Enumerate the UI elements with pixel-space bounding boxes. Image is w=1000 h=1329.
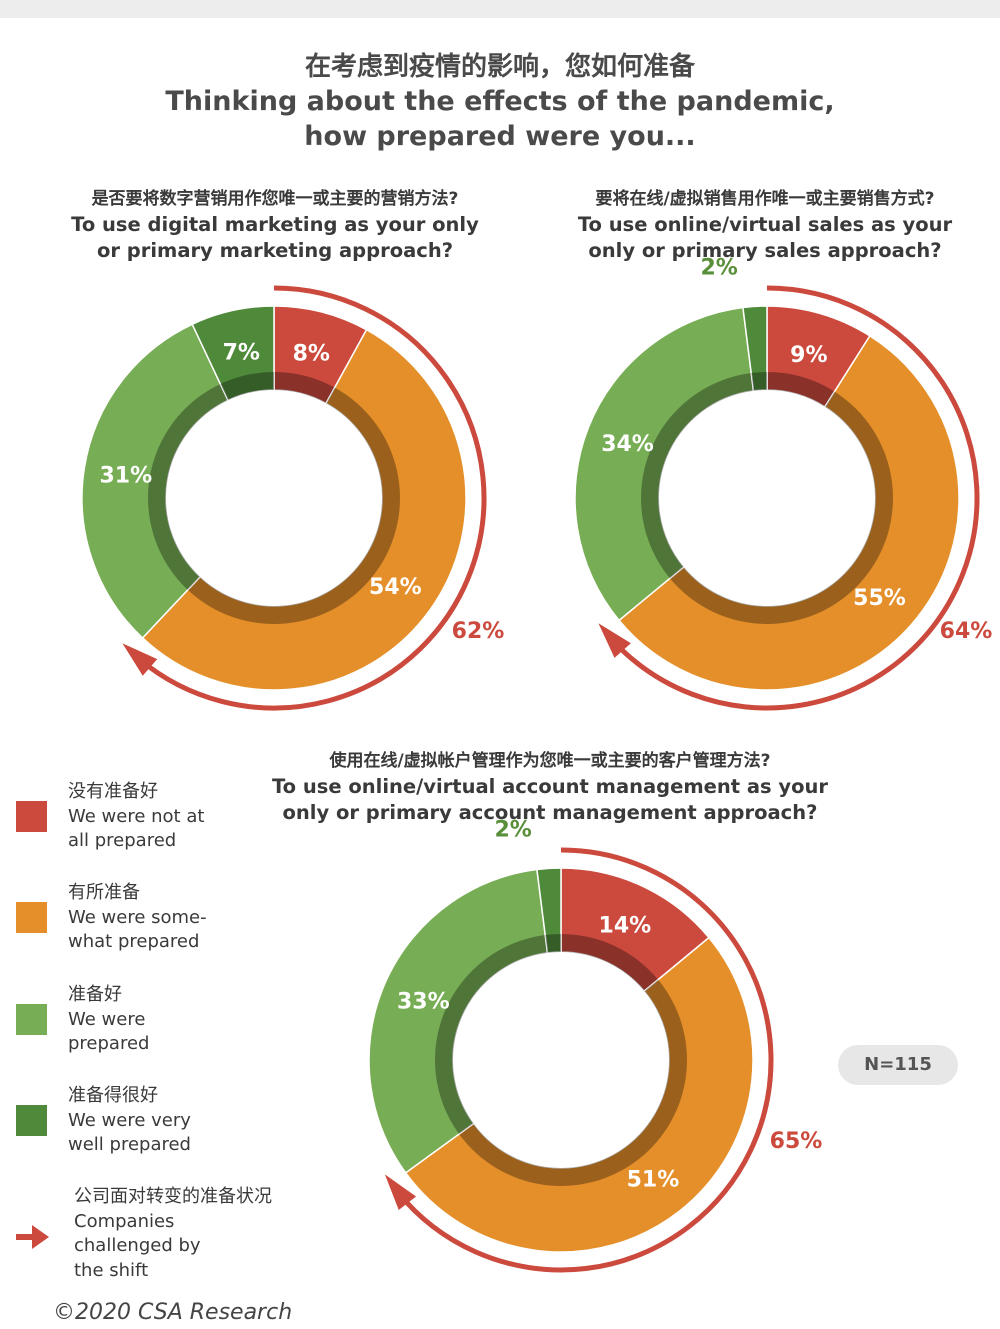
legend-en: well prepared xyxy=(68,1134,191,1155)
chart1-slice-prepared xyxy=(81,323,230,640)
legend-text-very-well: 准备得很好 We were very well prepared xyxy=(68,1084,191,1158)
chart3-label-not-prepared: 14% xyxy=(599,913,652,938)
legend-en: what prepared xyxy=(68,931,200,952)
chart1-label-somewhat: 54% xyxy=(369,575,422,600)
legend-swatch-prepared xyxy=(16,1004,47,1035)
chart1-slice-somewhat xyxy=(141,328,467,691)
chart1-question-en1: To use digital marketing as your only xyxy=(71,213,479,236)
chart3-inner-band-prepared xyxy=(435,934,548,1135)
chart1-inner-band-not-prepared xyxy=(274,372,335,404)
legend-en: We were some- xyxy=(68,906,207,928)
chart3-slice-very-well xyxy=(536,867,562,954)
chart3-inner-band-not-prepared xyxy=(561,934,659,992)
legend-en: Companies xyxy=(74,1210,175,1232)
legend-en: all prepared xyxy=(68,830,177,851)
chart3-slice-somewhat xyxy=(404,936,754,1253)
legend-zh: 有所准备 xyxy=(68,882,140,903)
legend-zh: 准备好 xyxy=(68,984,122,1005)
chart2-challenged-arrowhead xyxy=(598,623,631,658)
legend-zh: 准备得很好 xyxy=(68,1085,158,1106)
chart2-inner-band-very-well xyxy=(751,372,767,391)
legend-swatch-not-prepared xyxy=(16,801,47,832)
chart2-challenged-arc xyxy=(610,285,980,711)
chart3-inner-band-somewhat xyxy=(459,979,688,1187)
legend-swatch-somewhat xyxy=(16,902,47,933)
chart2-slice-somewhat xyxy=(618,334,960,691)
chart1-inner-band-very-well xyxy=(220,372,274,401)
chart3-label-somewhat: 51% xyxy=(627,1168,680,1193)
chart1-question: 是否要将数字营销用作您唯一或主要的营销方法? To use digital ma… xyxy=(20,186,530,264)
chart2-question-en2: only or primary sales approach? xyxy=(588,239,942,262)
chart2-inner-band-not-prepared xyxy=(767,372,835,407)
legend-text-prepared: 准备好 We were prepared xyxy=(68,983,149,1057)
chart3-label-very-well: 2% xyxy=(495,817,532,842)
chart1-inner-band-somewhat xyxy=(187,387,400,624)
chart2-label-somewhat: 55% xyxy=(853,586,906,611)
legend-swatch-very-well xyxy=(16,1105,47,1136)
chart2-question-zh: 要将在线/虚拟销售用作唯一或主要销售方式? xyxy=(595,189,935,209)
chart3-challenged-arrowhead xyxy=(384,1174,417,1210)
chart1-inner-band-prepared xyxy=(148,383,229,590)
chart2-slice-prepared xyxy=(574,306,755,622)
chart3-label-prepared: 33% xyxy=(397,989,450,1014)
chart1-label-prepared: 31% xyxy=(100,464,153,489)
chart3-challenged-total: 65% xyxy=(770,1129,823,1154)
legend-en: the shift xyxy=(74,1259,149,1281)
legend-text-not-prepared: 没有准备好 We were not at all prepared xyxy=(68,780,204,854)
chart2-inner-band-prepared xyxy=(641,372,754,579)
red-arrow-icon xyxy=(16,1225,49,1249)
legend-zh: 公司面对转变的准备状况 xyxy=(74,1186,272,1207)
sample-size-badge: N=115 xyxy=(838,1045,958,1085)
chart2-question: 要将在线/虚拟销售用作唯一或主要销售方式? To use online/virt… xyxy=(520,186,1000,264)
chart3-slice-prepared xyxy=(368,868,549,1174)
page-title: 在考虑到疫情的影响，您如何准备 Thinking about the effec… xyxy=(0,50,1000,154)
legend-text-challenged: 公司面对转变的准备状况 Companies challenged by the … xyxy=(74,1185,272,1283)
chart1-challenged-arrowhead xyxy=(122,643,158,676)
chart1-challenged-arc xyxy=(136,285,487,711)
legend-zh: 没有准备好 xyxy=(68,781,158,802)
title-zh: 在考虑到疫情的影响，您如何准备 xyxy=(304,52,695,82)
chart1-slice-very-well xyxy=(191,305,275,402)
chart1-label-not-prepared: 8% xyxy=(293,342,330,367)
title-en-line1: Thinking about the effects of the pandem… xyxy=(165,86,835,117)
chart2-label-prepared: 34% xyxy=(601,432,654,457)
legend-en: challenged by xyxy=(74,1235,201,1256)
legend-text-somewhat: 有所准备 We were some- what prepared xyxy=(68,881,207,955)
chart3-challenged-arc xyxy=(395,847,774,1273)
legend-en: We were xyxy=(68,1008,146,1030)
chart1-challenged-total: 62% xyxy=(452,619,505,644)
chart2-label-very-well: 2% xyxy=(701,255,738,280)
legend-en: prepared xyxy=(68,1033,150,1054)
copyright: ©2020 CSA Research xyxy=(53,1300,293,1325)
legend-en: We were very xyxy=(68,1109,191,1131)
title-en-line2: how prepared were you... xyxy=(304,121,696,152)
chart1-label-very-well: 7% xyxy=(223,341,260,366)
chart2-slice-very-well xyxy=(742,305,768,392)
chart1-question-zh: 是否要将数字营销用作您唯一或主要的营销方法? xyxy=(91,189,459,209)
chart3-question-zh: 使用在线/虚拟帐户管理作为您唯一或主要的客户管理方法? xyxy=(329,751,771,771)
chart1-question-en2: or primary marketing approach? xyxy=(96,239,454,262)
chart2-question-en1: To use online/virtual sales as your xyxy=(577,213,953,236)
chart3-question-en1: To use online/virtual account management… xyxy=(271,775,829,798)
chart2-label-not-prepared: 9% xyxy=(790,343,827,368)
chart3-question: 使用在线/虚拟帐户管理作为您唯一或主要的客户管理方法? To use onlin… xyxy=(235,748,865,826)
chart3-inner-band-very-well xyxy=(545,934,561,953)
chart2-challenged-total: 64% xyxy=(940,619,993,644)
top-bar xyxy=(0,0,1000,18)
legend-en: We were not at xyxy=(68,805,205,827)
chart3-question-en2: only or primary account management appro… xyxy=(282,801,818,824)
